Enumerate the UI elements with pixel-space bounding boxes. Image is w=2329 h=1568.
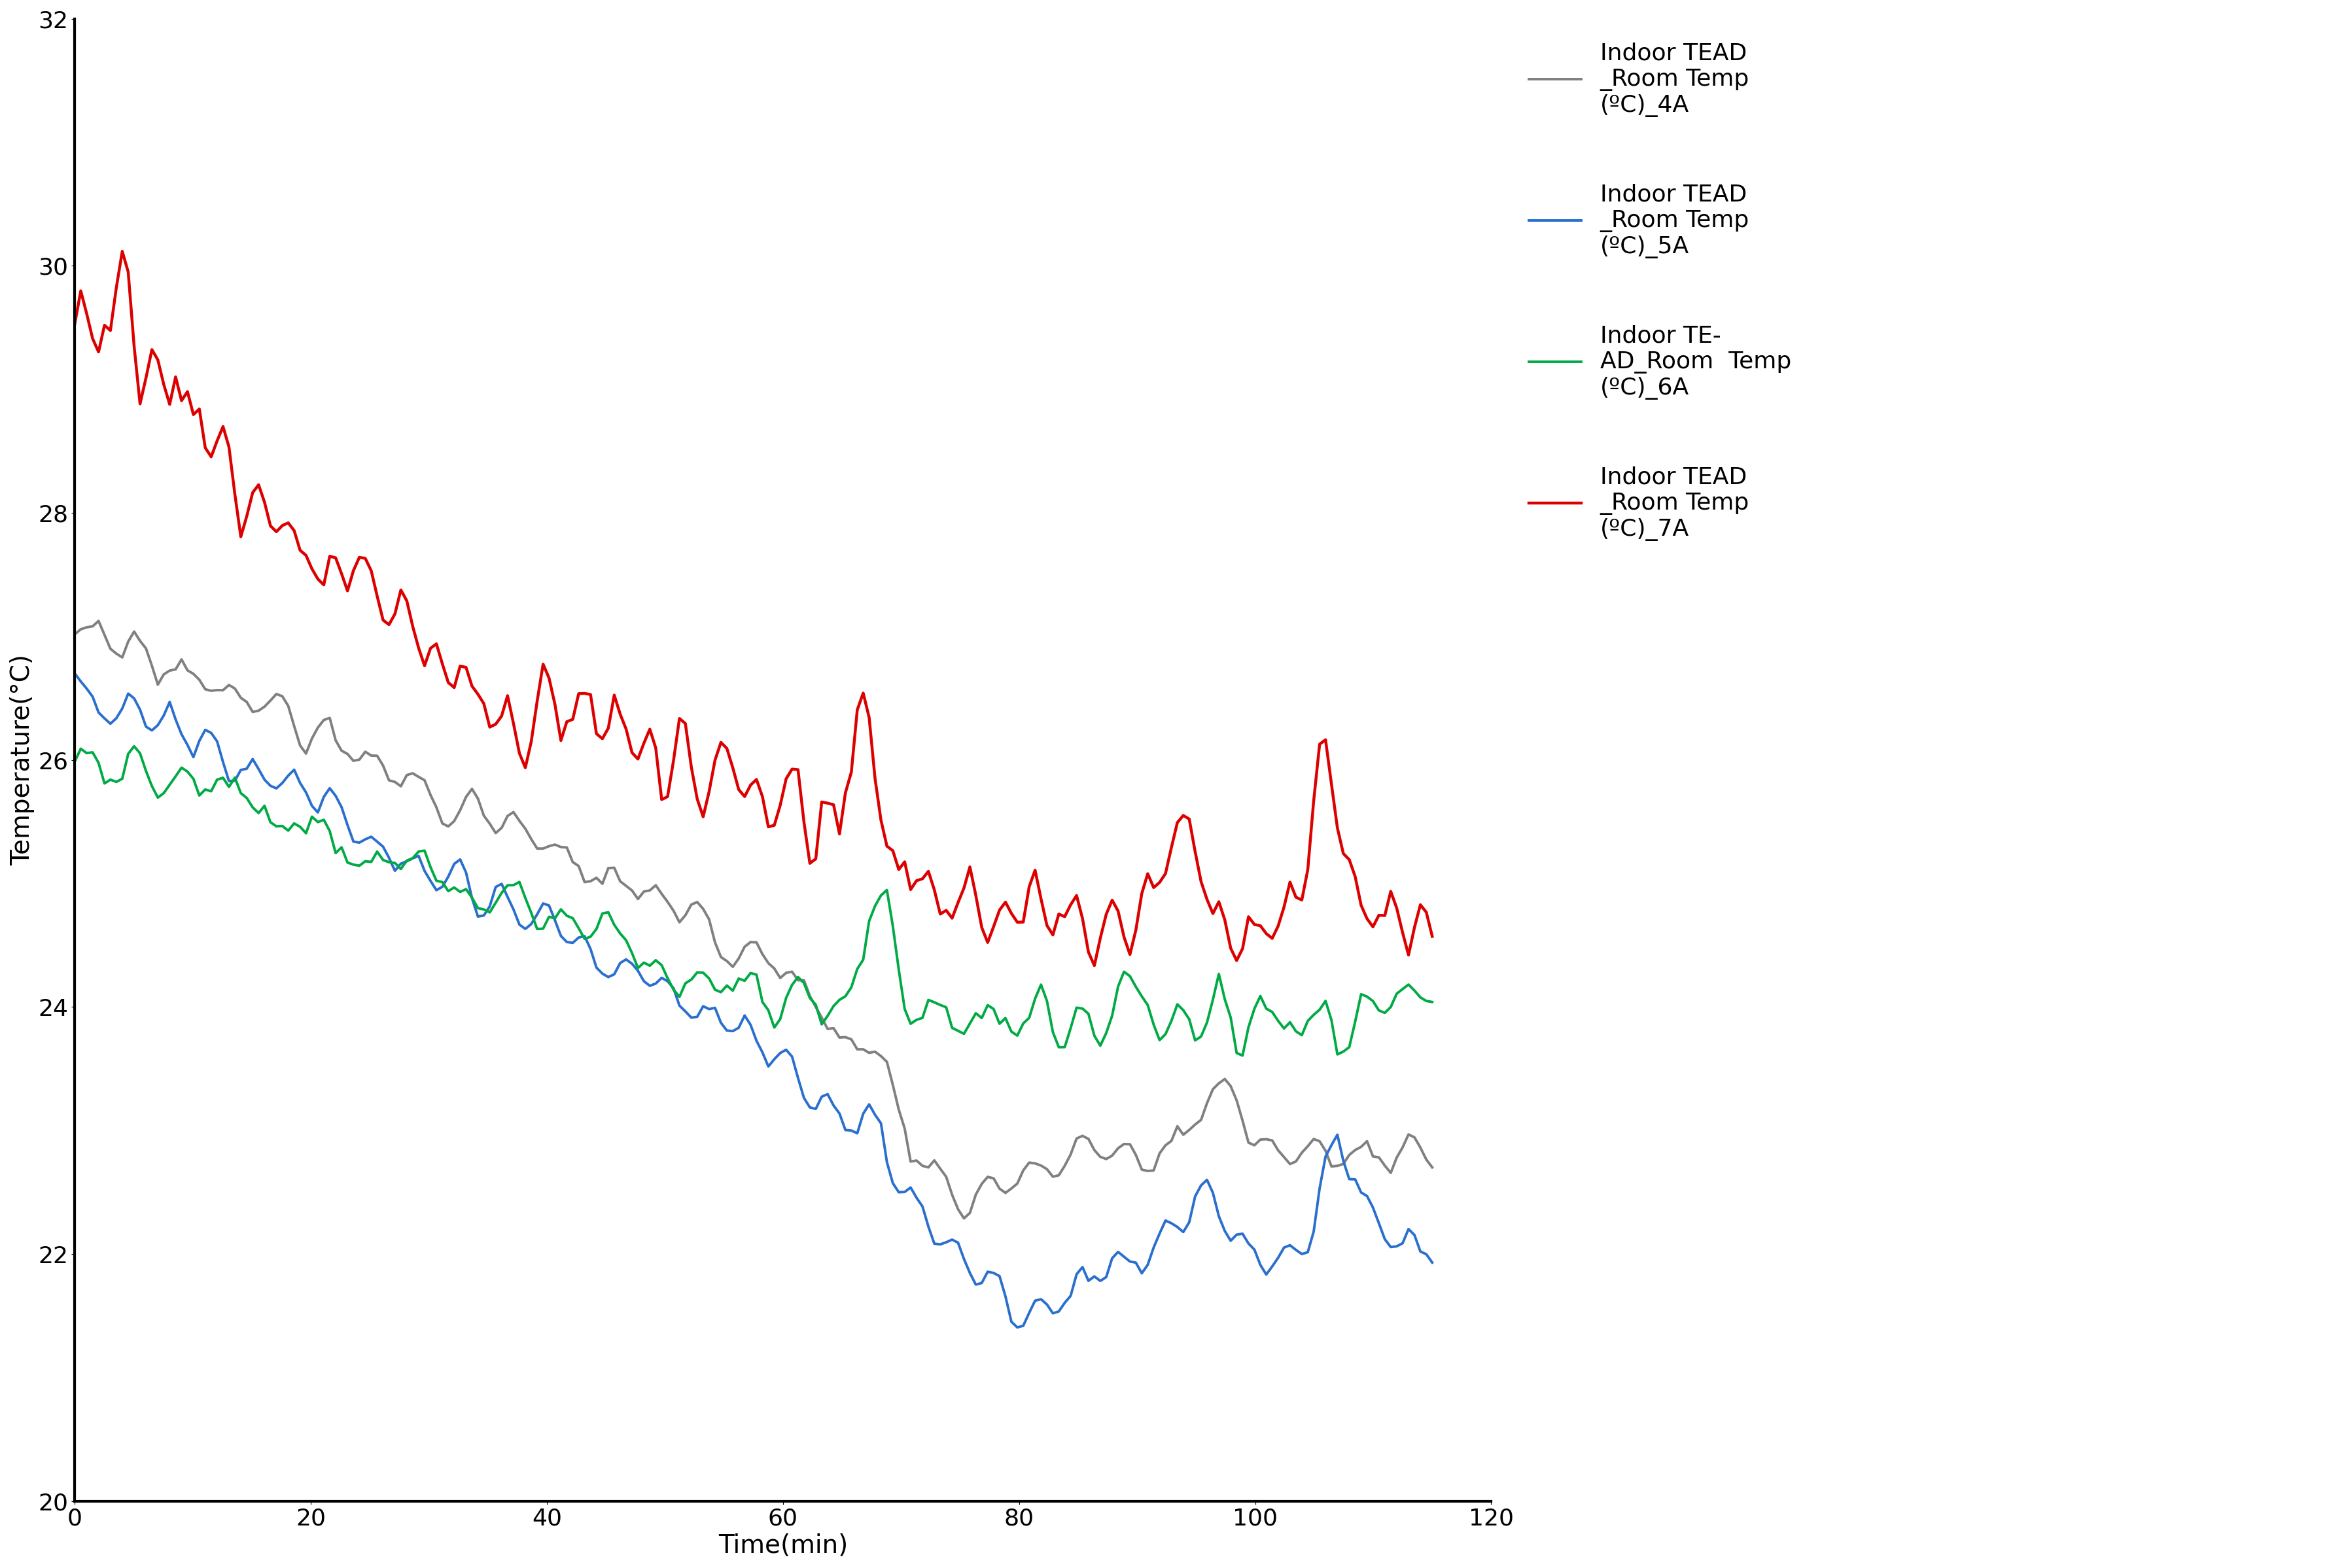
Indoor TEAD
_Room Temp
(ºC)_5A: [1139, 1239, 1167, 1258]
Indoor TE-
AD_Room  Temp
(ºC)_6A: [121, 737, 149, 756]
Indoor TEAD
_Room Temp
(ºC)_7A: [61, 314, 89, 332]
Indoor TEAD
_Room Temp
(ºC)_4A: [1104, 1138, 1132, 1157]
Line: Indoor TEAD
_Room Temp
(ºC)_4A: Indoor TEAD _Room Temp (ºC)_4A: [75, 621, 1432, 1218]
Indoor TEAD
_Room Temp
(ºC)_4A: [529, 839, 557, 858]
Indoor TEAD
_Room Temp
(ºC)_4A: [317, 709, 345, 728]
Indoor TEAD
_Room Temp
(ºC)_5A: [1418, 1253, 1446, 1272]
Indoor TE-
AD_Room  Temp
(ºC)_6A: [1099, 1007, 1127, 1025]
Indoor TEAD
_Room Temp
(ºC)_5A: [1004, 1319, 1032, 1338]
Indoor TE-
AD_Room  Temp
(ºC)_6A: [1330, 1043, 1358, 1062]
Indoor TEAD
_Room Temp
(ºC)_7A: [1330, 844, 1358, 862]
Line: Indoor TEAD
_Room Temp
(ºC)_5A: Indoor TEAD _Room Temp (ºC)_5A: [75, 674, 1432, 1328]
Indoor TEAD
_Room Temp
(ºC)_5A: [310, 787, 338, 806]
Indoor TEAD
_Room Temp
(ºC)_4A: [84, 612, 112, 630]
Indoor TEAD
_Room Temp
(ºC)_7A: [1146, 873, 1174, 892]
Indoor TEAD
_Room Temp
(ºC)_5A: [1323, 1126, 1351, 1145]
Indoor TEAD
_Room Temp
(ºC)_7A: [317, 547, 345, 566]
Indoor TEAD
_Room Temp
(ºC)_4A: [950, 1209, 978, 1228]
Y-axis label: Temperature(°C): Temperature(°C): [9, 654, 35, 866]
Indoor TE-
AD_Room  Temp
(ºC)_6A: [1169, 1000, 1197, 1019]
Line: Indoor TE-
AD_Room  Temp
(ºC)_6A: Indoor TE- AD_Room Temp (ºC)_6A: [75, 746, 1432, 1055]
Indoor TEAD
_Room Temp
(ºC)_7A: [1176, 809, 1204, 828]
Indoor TEAD
_Room Temp
(ºC)_5A: [1411, 1245, 1439, 1264]
Indoor TEAD
_Room Temp
(ºC)_4A: [1176, 1121, 1204, 1140]
Indoor TEAD
_Room Temp
(ºC)_4A: [61, 624, 89, 643]
Indoor TEAD
_Room Temp
(ºC)_4A: [1330, 1154, 1358, 1173]
Indoor TE-
AD_Room  Temp
(ºC)_6A: [1139, 1014, 1167, 1033]
X-axis label: Time(min): Time(min): [717, 1534, 848, 1559]
Indoor TEAD
_Room Temp
(ºC)_7A: [1081, 956, 1109, 975]
Indoor TE-
AD_Room  Temp
(ºC)_6A: [61, 753, 89, 771]
Indoor TE-
AD_Room  Temp
(ºC)_6A: [1418, 993, 1446, 1011]
Indoor TEAD
_Room Temp
(ºC)_5A: [61, 665, 89, 684]
Line: Indoor TEAD
_Room Temp
(ºC)_7A: Indoor TEAD _Room Temp (ºC)_7A: [75, 251, 1432, 966]
Indoor TE-
AD_Room  Temp
(ºC)_6A: [1230, 1046, 1258, 1065]
Indoor TE-
AD_Room  Temp
(ºC)_6A: [529, 919, 557, 938]
Indoor TE-
AD_Room  Temp
(ºC)_6A: [317, 822, 345, 840]
Indoor TEAD
_Room Temp
(ºC)_7A: [1418, 927, 1446, 946]
Indoor TEAD
_Room Temp
(ºC)_7A: [529, 655, 557, 674]
Indoor TEAD
_Room Temp
(ºC)_5A: [1169, 1223, 1197, 1242]
Legend: Indoor TEAD
_Room Temp
(ºC)_4A, Indoor TEAD
_Room Temp
(ºC)_5A, Indoor TE-
AD_Ro: Indoor TEAD _Room Temp (ºC)_4A, Indoor T…: [1516, 30, 1803, 554]
Indoor TEAD
_Room Temp
(ºC)_4A: [1146, 1145, 1174, 1163]
Indoor TEAD
_Room Temp
(ºC)_7A: [107, 241, 135, 260]
Indoor TEAD
_Room Temp
(ºC)_4A: [1418, 1157, 1446, 1176]
Indoor TEAD
_Room Temp
(ºC)_5A: [524, 905, 552, 924]
Indoor TEAD
_Room Temp
(ºC)_7A: [1104, 902, 1132, 920]
